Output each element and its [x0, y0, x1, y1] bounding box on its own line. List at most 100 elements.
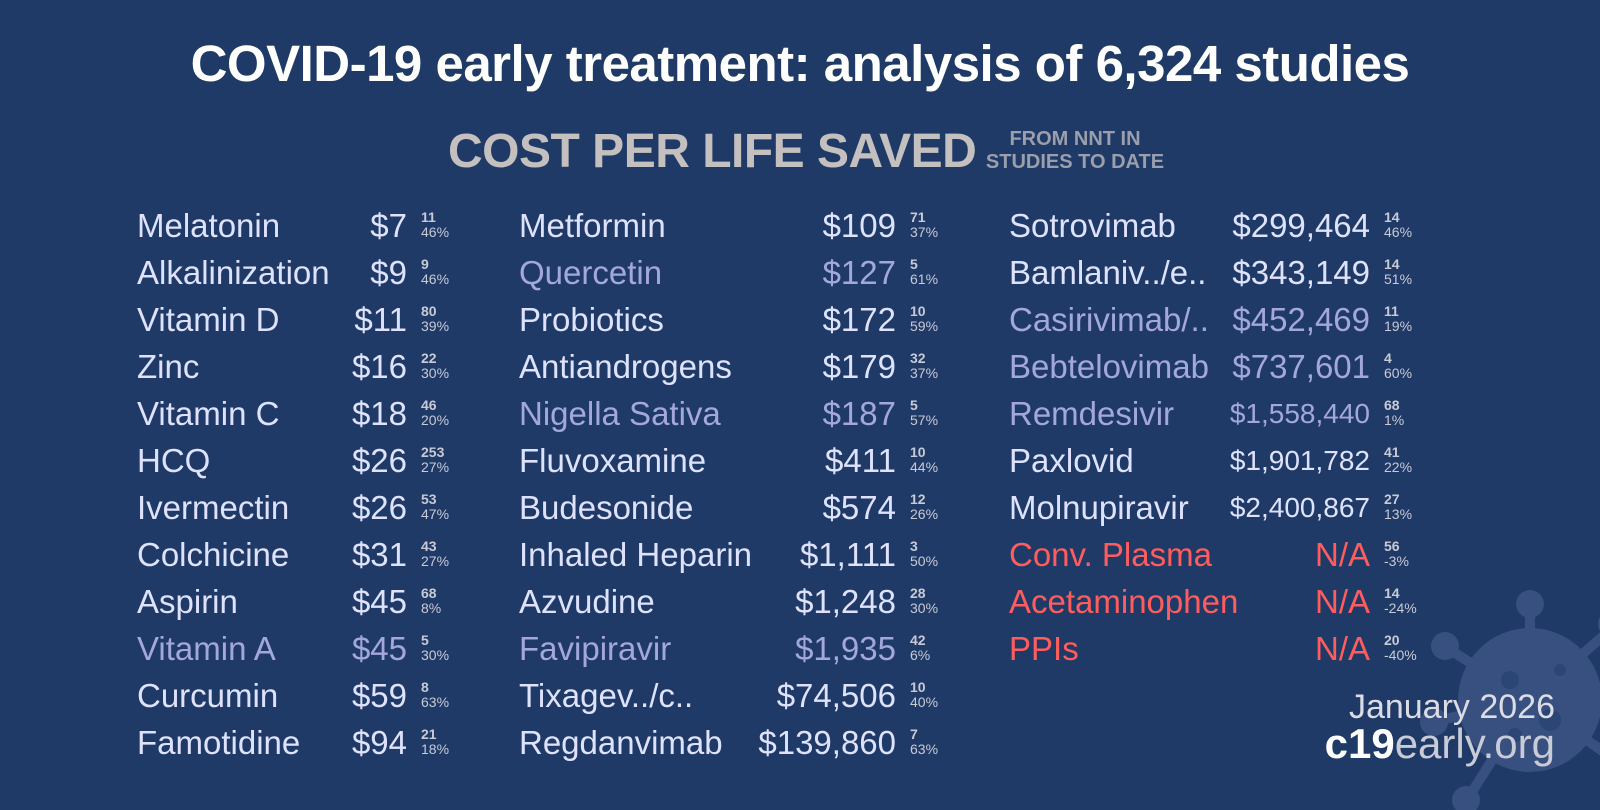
treatment-name: Vitamin D [137, 301, 280, 338]
effect-percent: 63% [910, 741, 939, 757]
treatment-row: Favipiravir $1,935 42 6% [519, 627, 1019, 674]
cost-per-life: $16 [351, 348, 407, 385]
cost-per-life: N/A [1314, 536, 1370, 573]
treatment-name: Zinc [137, 348, 200, 385]
treatment-name: Famotidine [137, 724, 301, 761]
treatment-name: Bamlaniv../e.. [1009, 254, 1207, 291]
effect-percent: 40% [910, 694, 939, 710]
study-count: 14 [1384, 256, 1400, 272]
study-count: 10 [910, 303, 926, 319]
study-count: 68 [421, 585, 437, 601]
treatment-name: Inhaled Heparin [519, 536, 752, 573]
cost-per-life: $18 [351, 395, 407, 432]
brand-strong: c19 [1324, 720, 1395, 767]
treatment-name: Colchicine [137, 536, 290, 573]
cost-per-life: $9 [370, 254, 407, 291]
treatment-row: Melatonin $7 11 46% [137, 204, 637, 251]
treatment-row: Bamlaniv../e.. $343,149 14 51% [1009, 251, 1509, 298]
cost-per-life: $187 [822, 395, 896, 432]
cost-per-life: $31 [351, 536, 407, 573]
treatment-row: Curcumin $59 8 63% [137, 674, 637, 721]
treatment-name: Azvudine [519, 583, 655, 620]
study-count: 43 [421, 538, 437, 554]
treatment-row: Remdesivir $1,558,440 68 1% [1009, 392, 1509, 439]
study-stats: 32 37% [910, 351, 938, 381]
study-count: 14 [1384, 209, 1400, 225]
cost-per-life: $109 [822, 207, 896, 244]
treatment-row: Acetaminophen N/A 14 -24% [1009, 580, 1509, 627]
study-count: 4 [1384, 350, 1392, 366]
study-count: 11 [421, 209, 436, 225]
cost-per-life: $2,400,867 [1229, 492, 1370, 523]
cost-per-life: $139,860 [758, 724, 896, 761]
effect-percent: 27% [421, 459, 450, 475]
study-stats: 253 27% [421, 445, 449, 475]
cost-per-life: $26 [351, 442, 407, 479]
study-stats: 8 63% [421, 680, 449, 710]
treatment-row: Budesonide $574 12 26% [519, 486, 1019, 533]
treatment-name: Probiotics [519, 301, 664, 338]
treatment-row: Antiandrogens $179 32 37% [519, 345, 1019, 392]
study-count: 80 [421, 303, 437, 319]
cost-per-life: $7 [370, 207, 407, 244]
effect-percent: 63% [421, 694, 450, 710]
study-stats: 41 22% [1384, 445, 1412, 475]
treatment-row: Molnupiravir $2,400,867 27 13% [1009, 486, 1509, 533]
effect-percent: 20% [421, 412, 450, 428]
cost-per-life: $737,601 [1232, 348, 1370, 385]
treatment-name: Aspirin [137, 583, 238, 620]
effect-percent: 61% [910, 271, 939, 287]
study-count: 10 [910, 679, 926, 695]
treatment-row: Zinc $16 22 30% [137, 345, 637, 392]
treatment-row: Probiotics $172 10 59% [519, 298, 1019, 345]
study-count: 11 [1384, 303, 1399, 319]
treatment-name: Quercetin [519, 254, 663, 291]
effect-percent: 30% [421, 647, 450, 663]
cost-per-life: N/A [1314, 630, 1370, 667]
effect-percent: 44% [910, 459, 939, 475]
treatment-name: PPIs [1009, 630, 1079, 667]
study-count: 9 [421, 256, 429, 272]
treatment-row: Bebtelovimab $737,601 4 60% [1009, 345, 1509, 392]
study-stats: 27 13% [1384, 492, 1412, 522]
treatment-name: HCQ [137, 442, 211, 479]
cost-per-life: $45 [351, 583, 407, 620]
study-stats: 46 20% [421, 398, 449, 428]
treatment-row: Vitamin D $11 80 39% [137, 298, 637, 345]
study-stats: 10 40% [910, 680, 938, 710]
effect-percent: 27% [421, 553, 450, 569]
treatment-name: Casirivimab/.. [1009, 301, 1209, 338]
brand-rest: early.org [1394, 720, 1555, 767]
study-count: 68 [1384, 397, 1400, 413]
study-count: 3 [910, 538, 918, 554]
effect-percent: 6% [910, 647, 931, 663]
page-title: COVID-19 early treatment: analysis of 6,… [190, 35, 1410, 92]
treatment-name: Nigella Sativa [519, 395, 721, 432]
study-count: 28 [910, 585, 926, 601]
treatment-column-3: Sotrovimab $299,464 14 46% Bamlaniv../e.. $34… [1009, 204, 1509, 674]
treatment-row: Regdanvimab $139,860 7 63% [519, 721, 1019, 768]
study-stats: 68 1% [1384, 398, 1404, 428]
study-count: 41 [1384, 444, 1400, 460]
study-count: 8 [421, 679, 429, 695]
effect-percent: 30% [421, 365, 450, 381]
cost-per-life: $1,901,782 [1229, 445, 1370, 476]
effect-percent: -3% [1384, 553, 1409, 569]
treatment-row: Casirivimab/.. $452,469 11 19% [1009, 298, 1509, 345]
site-brand[interactable]: c19early.org [1325, 720, 1555, 768]
study-count: 5 [421, 632, 429, 648]
cost-per-life: N/A [1314, 583, 1370, 620]
study-stats: 4 60% [1384, 351, 1412, 381]
effect-percent: -40% [1384, 647, 1417, 663]
effect-percent: 13% [1384, 506, 1413, 522]
treatment-name: Fluvoxamine [519, 442, 707, 479]
cost-per-life: $1,558,440 [1229, 398, 1370, 429]
treatment-row: Azvudine $1,248 28 30% [519, 580, 1019, 627]
cost-per-life: $179 [822, 348, 896, 385]
cost-per-life: $1,935 [795, 630, 896, 667]
cost-per-life: $45 [351, 630, 407, 667]
study-stats: 71 37% [910, 210, 938, 240]
treatment-row: Colchicine $31 43 27% [137, 533, 637, 580]
study-stats: 10 44% [910, 445, 938, 475]
treatment-name: Tixagev../c.. [519, 677, 694, 714]
